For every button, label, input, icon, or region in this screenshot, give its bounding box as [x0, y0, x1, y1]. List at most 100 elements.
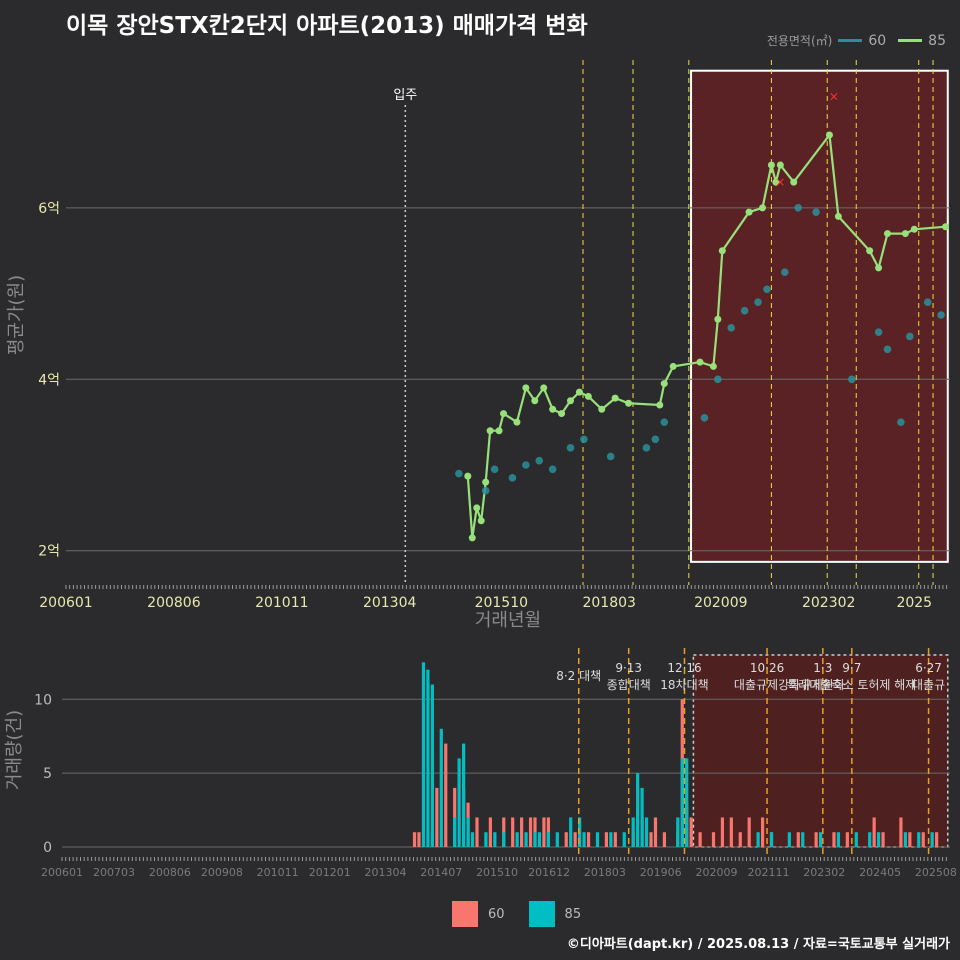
bar-60 [760, 817, 765, 847]
bar-60 [814, 832, 818, 847]
bar-85 [484, 832, 488, 847]
point-85 [567, 397, 575, 405]
bar-60 [511, 817, 515, 847]
bar-60 [528, 817, 533, 847]
point-85 [495, 427, 503, 435]
point-60 [923, 298, 932, 306]
bar-85 [524, 832, 528, 847]
bar-85 [903, 832, 907, 847]
point-85 [790, 178, 798, 186]
point-60 [906, 332, 914, 341]
bar-60 [604, 832, 609, 847]
policy-label: 특례대출축소 토허제 해제 [787, 678, 916, 692]
bar-60 [520, 817, 524, 847]
point-85 [910, 225, 918, 233]
y-axis-label: 평균가(원) [6, 275, 27, 355]
bar-60 [662, 832, 667, 847]
bar-85 [569, 817, 573, 847]
bar-60 [564, 832, 568, 847]
point-85 [513, 418, 521, 426]
point-85 [776, 161, 784, 169]
bar-60 [453, 787, 457, 847]
volume-highlight-box [692, 654, 949, 848]
bar-60 [573, 832, 577, 847]
highlight-box [690, 69, 949, 563]
point-85 [660, 380, 668, 388]
bar-85 [493, 832, 497, 847]
point-60 [740, 306, 749, 315]
point-85 [767, 161, 775, 169]
point-60 [508, 474, 517, 482]
bar-60 [881, 832, 885, 847]
point-60 [535, 456, 544, 465]
bar-85 [930, 832, 934, 847]
policy-label: 8·2 대책 [556, 668, 601, 683]
point-85 [875, 264, 883, 272]
bar-85 [453, 817, 457, 847]
bar-60 [613, 832, 617, 847]
x-tick-label: 201304 [365, 866, 407, 879]
bar-85 [640, 787, 644, 847]
bar-60 [412, 832, 417, 847]
bar-85 [426, 669, 430, 847]
point-60 [700, 414, 709, 422]
bar-85 [537, 832, 542, 847]
legend-label-85: 85 [928, 32, 946, 49]
bar-60 [899, 817, 903, 847]
point-60 [651, 435, 660, 444]
point-85 [575, 388, 583, 396]
x-tick-label: 202302 [803, 866, 845, 879]
bar-60 [435, 787, 439, 847]
point-85 [709, 362, 717, 370]
point-60 [754, 298, 762, 306]
point-60 [897, 418, 905, 426]
bar-85 [676, 817, 680, 847]
bar-85 [787, 832, 791, 847]
y-tick-label: 6억 [38, 201, 60, 217]
point-60 [794, 204, 803, 212]
bar-60 [653, 817, 658, 847]
bar-60 [542, 817, 546, 847]
bar-85 [466, 817, 470, 847]
point-85 [656, 401, 664, 409]
x-tick-label: 200806 [149, 866, 191, 879]
bar-85 [502, 832, 506, 847]
y-tick-label: 5 [43, 766, 52, 782]
legend-label-60: 60 [868, 32, 887, 49]
point-85 [584, 392, 592, 400]
legend-bottom-label-60: 60 [488, 906, 505, 922]
bar-85 [685, 758, 689, 847]
footer-credit: ©디아파트(dapt.kr) / 2025.08.13 / 자료=국토교통부 실… [566, 937, 950, 952]
point-85 [825, 131, 833, 139]
bar-60 [935, 832, 939, 847]
point-60 [874, 328, 883, 336]
x-tick-label: 201612 [528, 866, 570, 879]
bar-85 [917, 832, 921, 847]
bar-60 [649, 832, 653, 847]
volume-legend: 60 85 [452, 901, 581, 927]
bar-60 [689, 817, 693, 847]
policy-label: 10·26 [750, 661, 784, 675]
legend-box-85 [528, 901, 555, 927]
point-85 [866, 247, 874, 255]
legend-area: 전용면적(㎡) 60 85 [767, 32, 952, 49]
point-60 [522, 461, 530, 469]
bar-85 [430, 684, 434, 847]
point-60 [490, 465, 499, 474]
point-85 [558, 410, 566, 418]
bar-60 [698, 832, 702, 847]
point-60 [727, 324, 736, 332]
x-tick-label: 201011 [257, 866, 299, 879]
point-60 [763, 285, 771, 294]
y-axis-label: 거래량(건) [4, 710, 25, 790]
x-tick-label: 202111 [748, 866, 790, 879]
volume-chart: 0 5 10 8·2 대책 9·13 종합대책 12·16 18차대책 10·26 대출규제강화 1… [4, 648, 957, 879]
bar-60 [586, 832, 591, 847]
x-tick-label: 200601 [41, 866, 83, 879]
bar-85 [622, 832, 626, 847]
point-85 [482, 478, 490, 486]
x-tick-label: 201407 [420, 866, 462, 879]
policy-label: 9·13 [615, 661, 642, 675]
bar-85 [631, 817, 635, 847]
bar-85 [644, 817, 649, 847]
